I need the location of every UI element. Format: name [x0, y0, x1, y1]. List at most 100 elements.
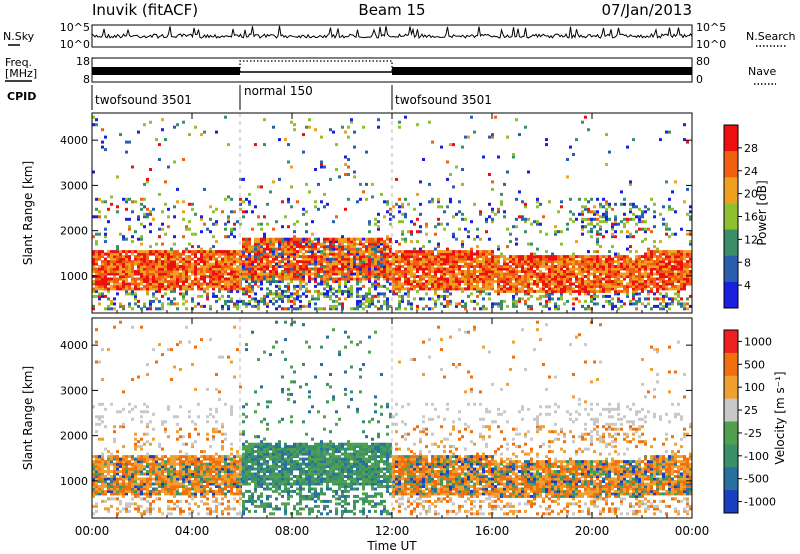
heatmap-cell	[332, 307, 335, 311]
heatmap-cell	[314, 257, 317, 261]
heatmap-cell	[287, 297, 290, 301]
heatmap-cell	[446, 299, 449, 303]
heatmap-cell	[314, 277, 317, 281]
heatmap-cell	[152, 272, 155, 276]
heatmap-cell	[113, 497, 116, 501]
heatmap-cell	[485, 272, 488, 276]
heatmap-cell	[140, 252, 143, 256]
heatmap-cell	[608, 267, 611, 271]
heatmap-cell	[227, 217, 230, 221]
heatmap-cell	[110, 477, 113, 481]
heatmap-cell	[548, 287, 551, 291]
heatmap-cell	[329, 294, 332, 298]
heatmap-cell	[338, 247, 341, 251]
heatmap-cell	[356, 294, 359, 298]
heatmap-cell	[287, 260, 290, 264]
heatmap-cell	[422, 250, 425, 254]
heatmap-cell	[119, 133, 122, 137]
heatmap-cell	[659, 280, 662, 283]
heatmap-cell	[443, 282, 446, 286]
heatmap-cell	[155, 360, 158, 364]
heatmap-cell	[173, 267, 176, 271]
heatmap-cell	[176, 284, 179, 288]
heatmap-cell	[167, 462, 170, 466]
heatmap-cell	[305, 267, 308, 271]
heatmap-cell	[680, 302, 683, 306]
heatmap-cell	[416, 217, 419, 221]
heatmap-cell	[281, 242, 284, 246]
heatmap-cell	[98, 292, 101, 296]
heatmap-cell	[590, 230, 593, 234]
heatmap-cell	[506, 227, 509, 231]
heatmap-cell	[536, 277, 539, 281]
heatmap-cell	[590, 287, 593, 291]
heatmap-cell	[116, 485, 119, 488]
heatmap-cell	[170, 262, 173, 266]
heatmap-cell	[524, 255, 527, 259]
heatmap-cell	[560, 280, 563, 283]
heatmap-cell	[275, 265, 278, 268]
heatmap-cell	[506, 267, 509, 271]
heatmap-cell	[452, 272, 455, 276]
heatmap-cell	[203, 277, 206, 281]
heatmap-cell	[314, 272, 317, 276]
heatmap-cell	[251, 272, 254, 276]
heatmap-cell	[437, 197, 440, 201]
heatmap-cell	[689, 205, 692, 209]
heatmap-cell	[152, 455, 155, 459]
heatmap-cell	[161, 465, 164, 469]
heatmap-cell	[362, 252, 365, 256]
heatmap-cell	[584, 287, 587, 291]
heatmap-cell	[302, 262, 305, 266]
heatmap-cell	[611, 302, 614, 306]
heatmap-cell	[167, 348, 170, 352]
heatmap-cell	[470, 277, 473, 281]
heatmap-cell	[173, 252, 176, 256]
heatmap-cell	[461, 212, 464, 216]
heatmap-cell	[464, 135, 467, 139]
heatmap-cell	[353, 242, 356, 246]
heatmap-cell	[134, 462, 137, 466]
heatmap-cell	[128, 410, 131, 414]
heatmap-cell	[527, 307, 530, 311]
heatmap-cell	[245, 284, 248, 288]
heatmap-cell	[137, 487, 140, 491]
heatmap-cell	[482, 284, 485, 288]
heatmap-cell	[182, 480, 185, 483]
heatmap-cell	[455, 275, 458, 278]
heatmap-cell	[182, 482, 185, 486]
heatmap-cell	[107, 265, 110, 268]
heatmap-cell	[509, 270, 512, 273]
heatmap-cell	[176, 482, 179, 486]
heatmap-cell	[146, 257, 149, 261]
heatmap-cell	[119, 475, 122, 478]
heatmap-cell	[629, 257, 632, 261]
heatmap-cell	[140, 325, 143, 329]
heatmap-cell	[623, 267, 626, 271]
heatmap-cell	[398, 265, 401, 268]
heatmap-cell	[512, 257, 515, 261]
heatmap-cell	[626, 247, 629, 251]
heatmap-cell	[479, 292, 482, 296]
heatmap-cell	[581, 289, 584, 293]
heatmap-cell	[302, 245, 305, 249]
heatmap-cell	[650, 252, 653, 256]
heatmap-cell	[95, 504, 98, 508]
heatmap-cell	[410, 252, 413, 256]
heatmap-cell	[170, 480, 173, 483]
heatmap-cell	[179, 284, 182, 288]
heatmap-cell	[311, 250, 314, 254]
heatmap-cell	[137, 465, 140, 469]
heatmap-cell	[188, 257, 191, 261]
heatmap-cell	[254, 272, 257, 276]
heatmap-cell	[215, 207, 218, 211]
heatmap-cell	[419, 252, 422, 256]
heatmap-cell	[566, 275, 569, 278]
heatmap-cell	[548, 289, 551, 293]
heatmap-cell	[608, 262, 611, 266]
heatmap-cell	[251, 297, 254, 301]
heatmap-cell	[476, 250, 479, 254]
heatmap-cell	[395, 252, 398, 256]
heatmap-cell	[134, 460, 137, 464]
heatmap-cell	[404, 307, 407, 311]
